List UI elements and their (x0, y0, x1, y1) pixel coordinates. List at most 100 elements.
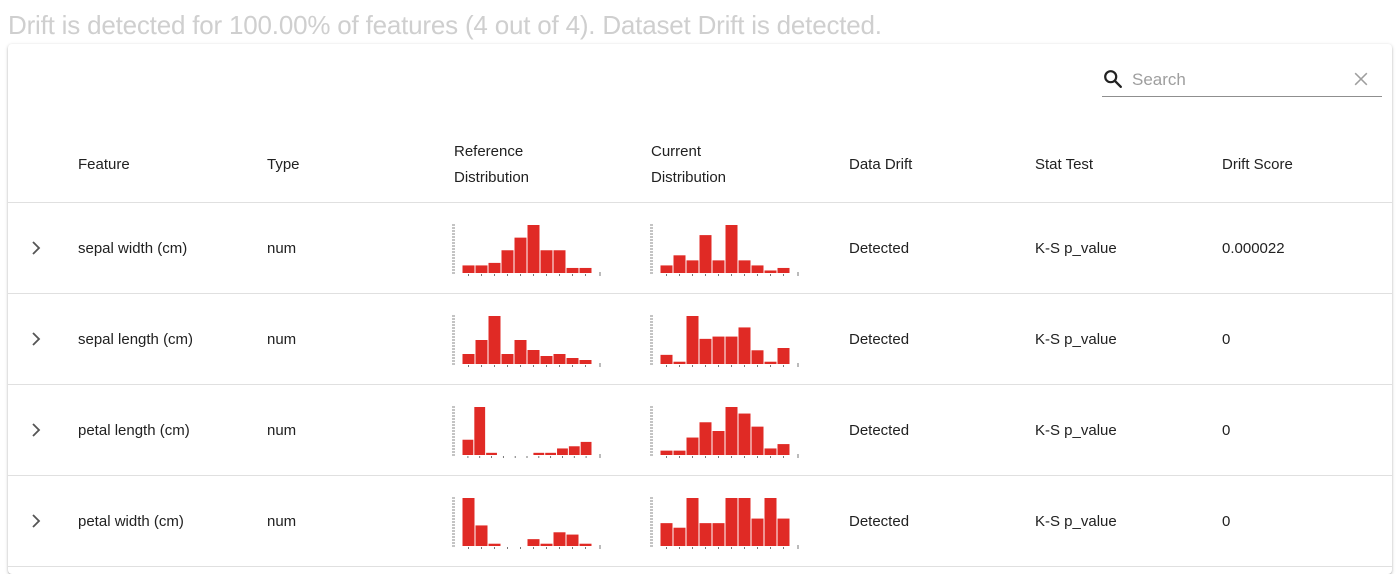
histogram-bar (764, 270, 777, 273)
histogram-bar (738, 498, 751, 546)
column-header-stat-test[interactable]: Stat Test (1035, 128, 1093, 202)
reference-distribution-chart (452, 406, 601, 458)
search-field[interactable] (1102, 66, 1382, 97)
histogram-bar (686, 316, 699, 364)
column-header-feature-label: Feature (78, 156, 130, 173)
histogram-bar (673, 361, 686, 364)
histogram-bar (699, 523, 712, 546)
histogram-bar (527, 350, 540, 364)
close-icon[interactable] (1351, 69, 1371, 89)
histogram-bar (545, 452, 557, 455)
chevron-right-icon[interactable] (24, 236, 48, 260)
feature-type: num (267, 421, 297, 439)
histogram-bar (462, 354, 475, 364)
current-distribution-chart (650, 497, 799, 549)
histogram-bar (527, 539, 540, 546)
histogram-bar (673, 450, 686, 455)
histogram-bar (751, 350, 764, 364)
histogram-bar (540, 543, 553, 546)
table-row: sepal width (cm) num Detected K-S p_valu… (8, 203, 1392, 294)
current-distribution-chart (650, 224, 799, 276)
histogram-bar (751, 518, 764, 546)
histogram-bar (514, 237, 527, 273)
feature-name: sepal width (cm) (78, 239, 188, 257)
data-drift-status: Detected (849, 330, 910, 348)
histogram-bar (738, 327, 751, 364)
histogram-bar (488, 316, 501, 364)
column-header-feature[interactable]: Feature (78, 128, 130, 202)
histogram-bar (568, 446, 580, 455)
data-drift-status: Detected (849, 421, 910, 439)
histogram-bar (540, 356, 553, 364)
histogram-bar (699, 422, 712, 455)
feature-type: num (267, 512, 297, 530)
histogram-bar (462, 265, 475, 273)
histogram-bar (673, 527, 686, 546)
search-input[interactable] (1132, 66, 1342, 94)
histogram-bar (553, 532, 566, 546)
column-header-current-distribution[interactable]: Current Distribution (651, 128, 726, 202)
histogram-bar (557, 448, 568, 455)
column-header-type-label: Type (267, 156, 300, 173)
column-header-reference-line2: Distribution (454, 169, 530, 186)
histogram-bar (540, 250, 553, 273)
current-distribution-chart (650, 315, 799, 367)
table-header: Feature Type Reference Distribution Curr… (8, 128, 1392, 203)
drift-score: 0 (1222, 330, 1231, 348)
histogram-bar (566, 534, 579, 546)
stat-test: K-S p_value (1035, 421, 1117, 439)
histogram-bar (553, 250, 566, 273)
histogram-bar (488, 262, 501, 273)
histogram-bar (514, 340, 527, 364)
table-row: petal width (cm) num Detected K-S p_valu… (8, 476, 1392, 567)
histogram-bar (686, 498, 699, 546)
drift-summary: Drift is detected for 100.00% of feature… (8, 10, 882, 40)
histogram-bar (660, 265, 673, 273)
histogram-bar (764, 448, 777, 455)
histogram-bar (764, 361, 777, 364)
search-icon (1104, 70, 1122, 88)
histogram-bar (699, 235, 712, 273)
histogram-bar (533, 452, 545, 455)
column-header-data-drift[interactable]: Data Drift (849, 128, 912, 202)
column-header-reference-distribution[interactable]: Reference Distribution (454, 128, 529, 202)
table-row: petal length (cm) num Detected K-S p_val… (8, 385, 1392, 476)
chevron-right-icon[interactable] (24, 418, 48, 442)
column-header-data-drift-label: Data Drift (849, 156, 913, 173)
drift-score: 0.000022 (1222, 239, 1285, 257)
histogram-bar (777, 444, 790, 455)
stat-test: K-S p_value (1035, 512, 1117, 530)
histogram-bar (751, 265, 764, 273)
drift-score: 0 (1222, 421, 1231, 439)
histogram-bar (580, 441, 592, 455)
histogram-bar (764, 498, 777, 546)
column-header-current-line1: Current (651, 143, 702, 160)
histogram-bar (725, 407, 738, 455)
chevron-right-icon[interactable] (24, 327, 48, 351)
chevron-right-icon[interactable] (24, 509, 48, 533)
histogram-bar (475, 525, 488, 546)
column-header-drift-score[interactable]: Drift Score (1222, 128, 1293, 202)
histogram-bar (660, 523, 673, 546)
histogram-bar (660, 354, 673, 364)
drift-table-card: Feature Type Reference Distribution Curr… (8, 44, 1392, 574)
drift-score: 0 (1222, 512, 1231, 530)
data-drift-status: Detected (849, 512, 910, 530)
feature-name: sepal length (cm) (78, 330, 194, 348)
histogram-bar (686, 260, 699, 273)
histogram-bar (673, 255, 686, 273)
column-header-drift-score-label: Drift Score (1222, 156, 1293, 173)
histogram-bar (777, 348, 790, 364)
histogram-bar (712, 336, 725, 364)
histogram-bar (475, 265, 488, 273)
histogram-bar (474, 407, 486, 455)
histogram-bar (527, 225, 540, 273)
histogram-bar (725, 225, 738, 273)
histogram-bar (738, 260, 751, 273)
column-header-current-line2: Distribution (651, 169, 727, 186)
column-header-stat-test-label: Stat Test (1035, 156, 1094, 173)
histogram-bar (486, 452, 497, 455)
column-header-type[interactable]: Type (267, 128, 300, 202)
histogram-bar (725, 336, 738, 364)
histogram-bar (462, 498, 475, 546)
